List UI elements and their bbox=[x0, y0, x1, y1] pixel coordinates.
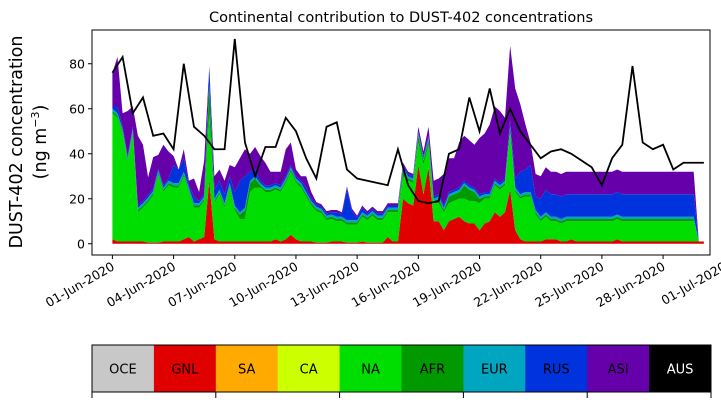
y-axis-label-line1: DUST-402 concentration bbox=[7, 36, 27, 249]
y-axis-label-unit-prefix: (ng m bbox=[31, 128, 51, 180]
legend-swatch-gnl bbox=[153, 345, 217, 392]
x-tick-label: 10-Jun-2020 bbox=[226, 259, 300, 310]
legend-label-eur: EUR bbox=[481, 363, 508, 378]
area-series-rus bbox=[112, 66, 704, 242]
y-tick-label: 0 bbox=[77, 236, 85, 251]
y-axis-label-unit-suffix: ) bbox=[31, 105, 51, 112]
legend-label-aus: AUS bbox=[667, 363, 694, 378]
x-tick-label: 28-Jun-2020 bbox=[593, 259, 667, 310]
y-axis-label-line2: (ng m−3) bbox=[29, 105, 51, 180]
x-tick-label: 01-Jun-2020 bbox=[43, 259, 117, 310]
area-series-gnl bbox=[112, 165, 704, 244]
x-tick-label: 19-Jun-2020 bbox=[410, 259, 484, 310]
y-tick-label: 20 bbox=[69, 191, 85, 206]
area-series-na bbox=[112, 113, 704, 243]
legend-swatch-rus bbox=[525, 345, 588, 392]
chart-title: Continental contribution to DUST-402 con… bbox=[209, 10, 593, 26]
plot-frame bbox=[91, 29, 711, 256]
x-tick-label: 01-Jul-2020 bbox=[658, 259, 721, 308]
legend-label-rus: RUS bbox=[543, 363, 570, 378]
y-axis-label: DUST-402 concentration (ng m−3) bbox=[7, 36, 51, 249]
legend: OCE GNL SA CA NA AFR EUR RUS ASI AUS bbox=[91, 344, 712, 398]
x-tick-label: 25-Jun-2020 bbox=[532, 259, 606, 310]
legend-swatch-aus bbox=[649, 345, 712, 392]
plot-area bbox=[111, 38, 704, 244]
legend-label-afr: AFR bbox=[420, 363, 445, 378]
legend-label-gnl: GNL bbox=[171, 363, 199, 378]
legend-label-oce: OCE bbox=[109, 363, 137, 378]
x-tick-label: 22-Jun-2020 bbox=[471, 259, 545, 310]
legend-label-na: NA bbox=[361, 363, 380, 378]
legend-swatch-sa bbox=[215, 345, 279, 392]
legend-swatch-asi bbox=[587, 345, 650, 392]
legend-swatch-afr bbox=[401, 345, 464, 392]
y-tick-label: 60 bbox=[69, 101, 85, 116]
legend-swatch-ca bbox=[277, 345, 341, 392]
y-axis-label-unit-exponent: −3 bbox=[29, 111, 42, 127]
area-series-asi bbox=[112, 45, 704, 242]
y-tick-label: 80 bbox=[69, 56, 85, 71]
y-tick-label: 40 bbox=[69, 146, 85, 161]
x-tick-label: 07-Jun-2020 bbox=[165, 259, 239, 310]
legend-frame bbox=[91, 344, 712, 393]
total-outline-line bbox=[111, 38, 704, 205]
x-tick-label: 13-Jun-2020 bbox=[287, 259, 361, 310]
x-tick-label: 04-Jun-2020 bbox=[104, 259, 178, 310]
x-tick-label: 16-Jun-2020 bbox=[349, 259, 423, 310]
legend-swatch-oce bbox=[92, 345, 155, 392]
legend-swatch-na bbox=[339, 345, 402, 392]
legend-label-ca: CA bbox=[300, 363, 318, 378]
legend-label-asi: ASI bbox=[608, 363, 629, 378]
legend-swatch-eur bbox=[463, 345, 526, 392]
legend-label-sa: SA bbox=[238, 363, 255, 378]
